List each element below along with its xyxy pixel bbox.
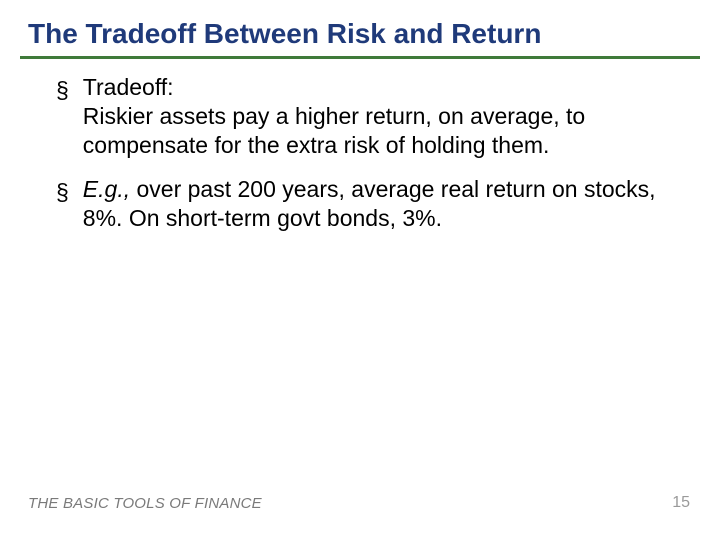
slide: The Tradeoff Between Risk and Return § Tr…: [0, 0, 720, 540]
bullet-text: E.g., over past 200 years, average real …: [83, 175, 674, 233]
bullet-lead: Tradeoff:: [83, 74, 174, 100]
bullet-rest: over past 200 years, average real return…: [83, 176, 656, 231]
page-number: 15: [672, 494, 690, 512]
bullet-item: § E.g., over past 200 years, average real…: [56, 175, 674, 233]
slide-body: § Tradeoff: Riskier assets pay a higher re…: [0, 59, 720, 233]
bullet-marker-icon: §: [56, 77, 69, 104]
bullet-item: § Tradeoff: Riskier assets pay a higher re…: [56, 73, 674, 159]
slide-title: The Tradeoff Between Risk and Return: [0, 0, 720, 54]
bullet-text: Tradeoff: Riskier assets pay a higher ret…: [83, 73, 674, 159]
slide-footer: THE BASIC TOOLS OF FINANCE: [28, 495, 262, 512]
bullet-marker-icon: §: [56, 179, 69, 206]
bullet-lead: E.g.,: [83, 176, 130, 202]
bullet-rest: Riskier assets pay a higher return, on a…: [83, 103, 585, 158]
